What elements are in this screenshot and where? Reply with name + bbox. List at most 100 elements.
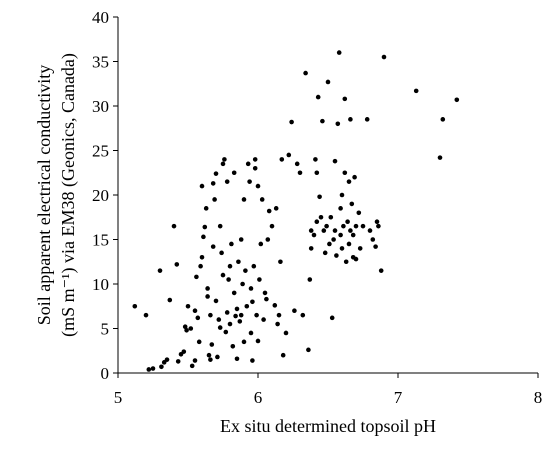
data-point bbox=[236, 259, 241, 265]
data-point bbox=[339, 192, 345, 198]
data-point bbox=[321, 228, 327, 233]
data-points bbox=[132, 50, 460, 372]
data-point bbox=[303, 70, 308, 76]
data-point bbox=[252, 157, 258, 162]
y-tick-label: 40 bbox=[92, 8, 109, 27]
data-point bbox=[353, 256, 359, 262]
data-point bbox=[250, 358, 255, 363]
data-point bbox=[222, 157, 227, 162]
data-point bbox=[334, 253, 339, 258]
data-point bbox=[353, 223, 359, 229]
data-point bbox=[241, 197, 247, 202]
y-tick-label: 10 bbox=[92, 275, 109, 294]
data-point bbox=[357, 246, 363, 251]
data-point bbox=[283, 330, 289, 336]
data-point bbox=[199, 183, 205, 189]
data-point bbox=[243, 268, 248, 273]
x-tick-label: 8 bbox=[534, 388, 543, 407]
data-point bbox=[255, 338, 261, 344]
y-tick-label: 30 bbox=[92, 97, 109, 116]
data-point bbox=[378, 268, 384, 273]
data-point bbox=[356, 210, 362, 216]
data-point bbox=[203, 206, 209, 211]
data-point bbox=[286, 152, 292, 158]
data-point bbox=[306, 347, 311, 353]
data-point bbox=[314, 219, 320, 224]
data-point bbox=[346, 179, 352, 184]
data-point bbox=[272, 303, 278, 308]
data-point bbox=[257, 277, 262, 282]
data-point bbox=[212, 197, 217, 202]
data-point bbox=[297, 170, 303, 176]
data-point bbox=[238, 312, 244, 318]
data-point bbox=[348, 117, 353, 122]
data-point bbox=[367, 228, 373, 233]
y-tick-label: 0 bbox=[101, 364, 110, 383]
data-point bbox=[164, 357, 170, 362]
data-point bbox=[237, 319, 243, 324]
data-point bbox=[279, 157, 285, 162]
data-point bbox=[184, 327, 189, 333]
data-point bbox=[209, 342, 215, 347]
y-axis-title: Soil apparent electrical conductivity (m… bbox=[34, 53, 79, 337]
data-point bbox=[335, 121, 341, 127]
data-point bbox=[374, 219, 380, 224]
data-point bbox=[345, 219, 350, 224]
data-point bbox=[250, 299, 255, 305]
data-point bbox=[261, 317, 266, 322]
data-point bbox=[269, 223, 275, 229]
data-point bbox=[413, 88, 419, 94]
data-point bbox=[234, 356, 240, 362]
data-point bbox=[266, 208, 272, 214]
y-tick-label: 20 bbox=[92, 186, 109, 205]
data-point bbox=[265, 237, 271, 242]
data-point bbox=[201, 234, 206, 240]
data-point bbox=[143, 312, 149, 318]
data-point bbox=[381, 54, 387, 60]
data-point bbox=[364, 117, 370, 122]
data-point bbox=[275, 321, 280, 327]
data-point bbox=[219, 250, 224, 256]
data-point bbox=[215, 354, 220, 360]
data-point bbox=[182, 324, 188, 330]
x-tick-label: 5 bbox=[114, 388, 123, 407]
data-point bbox=[234, 306, 240, 312]
y-tick-label: 5 bbox=[101, 320, 110, 339]
y-axis-ticks: 0 5 10 15 20 25 30 35 40 bbox=[92, 8, 118, 383]
data-point bbox=[167, 297, 173, 303]
data-point bbox=[231, 290, 237, 296]
data-point bbox=[349, 201, 355, 207]
data-point bbox=[294, 161, 300, 167]
data-point bbox=[210, 244, 216, 249]
data-point bbox=[280, 352, 286, 358]
data-point bbox=[199, 254, 205, 260]
data-point bbox=[229, 241, 234, 247]
data-point bbox=[241, 339, 247, 345]
data-point bbox=[327, 241, 332, 247]
data-point bbox=[328, 214, 334, 220]
data-point bbox=[308, 228, 314, 233]
data-point bbox=[245, 161, 251, 167]
data-point bbox=[248, 330, 254, 336]
data-point bbox=[258, 241, 264, 247]
y-tick-label: 35 bbox=[92, 53, 109, 72]
data-point bbox=[259, 197, 265, 202]
x-tick-label: 6 bbox=[254, 388, 263, 407]
data-point bbox=[224, 179, 230, 184]
data-point bbox=[240, 281, 245, 287]
data-point bbox=[202, 224, 208, 230]
data-point bbox=[159, 364, 164, 370]
data-point bbox=[255, 183, 261, 189]
data-point bbox=[198, 263, 203, 269]
data-point bbox=[360, 223, 366, 229]
data-point bbox=[338, 206, 343, 211]
data-point bbox=[342, 170, 348, 176]
data-point bbox=[227, 321, 233, 327]
data-point bbox=[454, 97, 460, 103]
data-point bbox=[317, 194, 322, 200]
data-point bbox=[342, 96, 348, 102]
data-point bbox=[254, 312, 259, 318]
data-point bbox=[192, 308, 198, 314]
data-point bbox=[322, 250, 328, 256]
data-point bbox=[252, 166, 258, 171]
